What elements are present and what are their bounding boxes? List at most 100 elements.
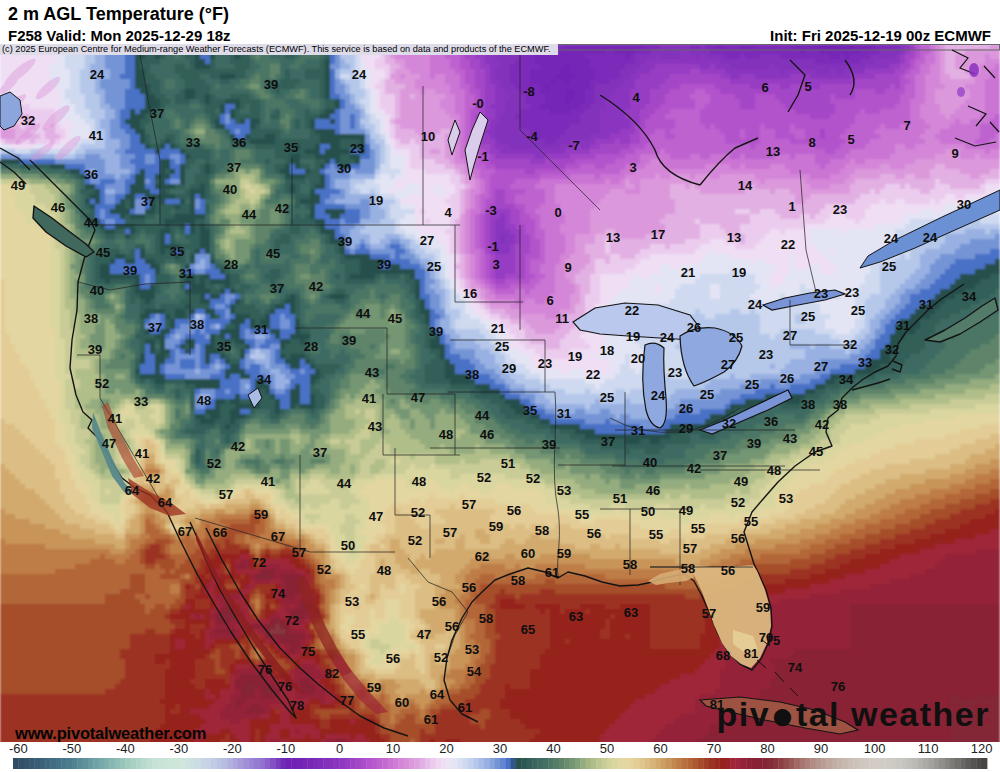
svg-text:55: 55 [744,514,758,529]
svg-text:26: 26 [679,401,693,416]
svg-text:76: 76 [278,679,292,694]
svg-text:24: 24 [748,297,763,312]
svg-text:54: 54 [467,664,482,679]
svg-text:29: 29 [679,421,693,436]
svg-text:www.pivotalweather.com: www.pivotalweather.com [14,724,206,742]
svg-text:25: 25 [851,303,865,318]
svg-text:35: 35 [523,403,537,418]
svg-text:39: 39 [88,342,102,357]
svg-text:49: 49 [11,178,25,193]
svg-text:52: 52 [434,650,448,665]
svg-text:72: 72 [252,555,266,570]
svg-text:56: 56 [731,531,745,546]
svg-text:20: 20 [439,742,453,756]
svg-text:-3: -3 [485,203,497,218]
svg-text:19: 19 [369,193,383,208]
svg-text:25: 25 [882,259,896,274]
svg-text:55: 55 [691,521,705,536]
svg-text:60: 60 [521,546,535,561]
svg-text:10: 10 [421,129,435,144]
svg-text:6: 6 [546,293,553,308]
svg-text:78: 78 [290,698,304,713]
svg-text:53: 53 [465,642,479,657]
svg-text:-30: -30 [170,742,189,756]
svg-text:75: 75 [301,644,315,659]
svg-text:-50: -50 [63,742,82,756]
svg-text:10: 10 [386,742,400,756]
svg-text:56: 56 [587,526,601,541]
svg-text:19: 19 [568,349,582,364]
svg-text:16: 16 [463,286,477,301]
svg-text:22: 22 [586,367,600,382]
svg-text:24: 24 [884,231,899,246]
svg-text:18: 18 [600,343,614,358]
svg-text:42: 42 [231,439,245,454]
svg-text:60: 60 [653,742,667,756]
svg-text:57: 57 [702,606,716,621]
svg-text:37: 37 [141,194,155,209]
svg-text:34: 34 [839,372,854,387]
svg-text:56: 56 [507,503,521,518]
svg-text:52: 52 [477,470,491,485]
svg-text:32: 32 [21,113,35,128]
svg-text:68: 68 [716,648,730,663]
svg-text:8: 8 [808,135,815,150]
svg-text:48: 48 [412,474,426,489]
svg-text:-4: -4 [526,129,538,144]
svg-text:58: 58 [681,561,695,576]
svg-text:42: 42 [309,279,323,294]
svg-text:63: 63 [569,609,583,624]
svg-text:23: 23 [814,286,828,301]
svg-text:27: 27 [783,328,797,343]
svg-text:56: 56 [445,619,459,634]
svg-text:24: 24 [352,67,367,82]
svg-text:41: 41 [362,391,376,406]
svg-text:4: 4 [444,205,452,220]
svg-text:64: 64 [430,687,445,702]
svg-text:33: 33 [134,394,148,409]
svg-text:59: 59 [489,519,503,534]
svg-text:-1: -1 [477,149,489,164]
svg-text:3: 3 [492,257,499,272]
svg-text:53: 53 [557,483,571,498]
svg-text:76: 76 [258,662,272,677]
svg-text:11: 11 [555,311,569,326]
svg-text:25: 25 [745,377,759,392]
svg-text:61: 61 [458,700,472,715]
svg-text:30: 30 [337,161,351,176]
svg-text:65: 65 [521,622,535,637]
svg-text:31: 31 [179,266,193,281]
svg-text:27: 27 [814,359,828,374]
svg-text:35: 35 [217,339,231,354]
svg-text:37: 37 [148,320,162,335]
svg-text:35: 35 [170,244,184,259]
svg-text:40: 40 [90,283,104,298]
svg-text:38: 38 [190,317,204,332]
svg-text:110: 110 [918,742,939,756]
svg-text:57: 57 [219,487,233,502]
svg-text:39: 39 [747,436,761,451]
svg-text:37: 37 [601,434,615,449]
svg-text:3: 3 [629,160,636,175]
svg-text:24: 24 [923,230,938,245]
svg-text:20: 20 [631,351,645,366]
svg-text:56: 56 [721,563,735,578]
svg-text:47: 47 [369,509,383,524]
svg-text:44: 44 [337,476,352,491]
svg-text:50: 50 [341,538,355,553]
svg-text:55: 55 [351,627,365,642]
svg-text:49: 49 [679,503,693,518]
svg-text:28: 28 [304,339,318,354]
svg-text:51: 51 [501,456,515,471]
svg-text:27: 27 [721,357,735,372]
svg-text:56: 56 [432,594,446,609]
svg-text:45: 45 [809,444,823,459]
svg-text:40: 40 [223,182,237,197]
svg-text:31: 31 [557,406,571,421]
svg-text:33: 33 [186,135,200,150]
svg-text:43: 43 [783,431,797,446]
svg-text:52: 52 [731,495,745,510]
svg-text:53: 53 [779,491,793,506]
svg-text:58: 58 [479,611,493,626]
svg-text:13: 13 [606,230,620,245]
